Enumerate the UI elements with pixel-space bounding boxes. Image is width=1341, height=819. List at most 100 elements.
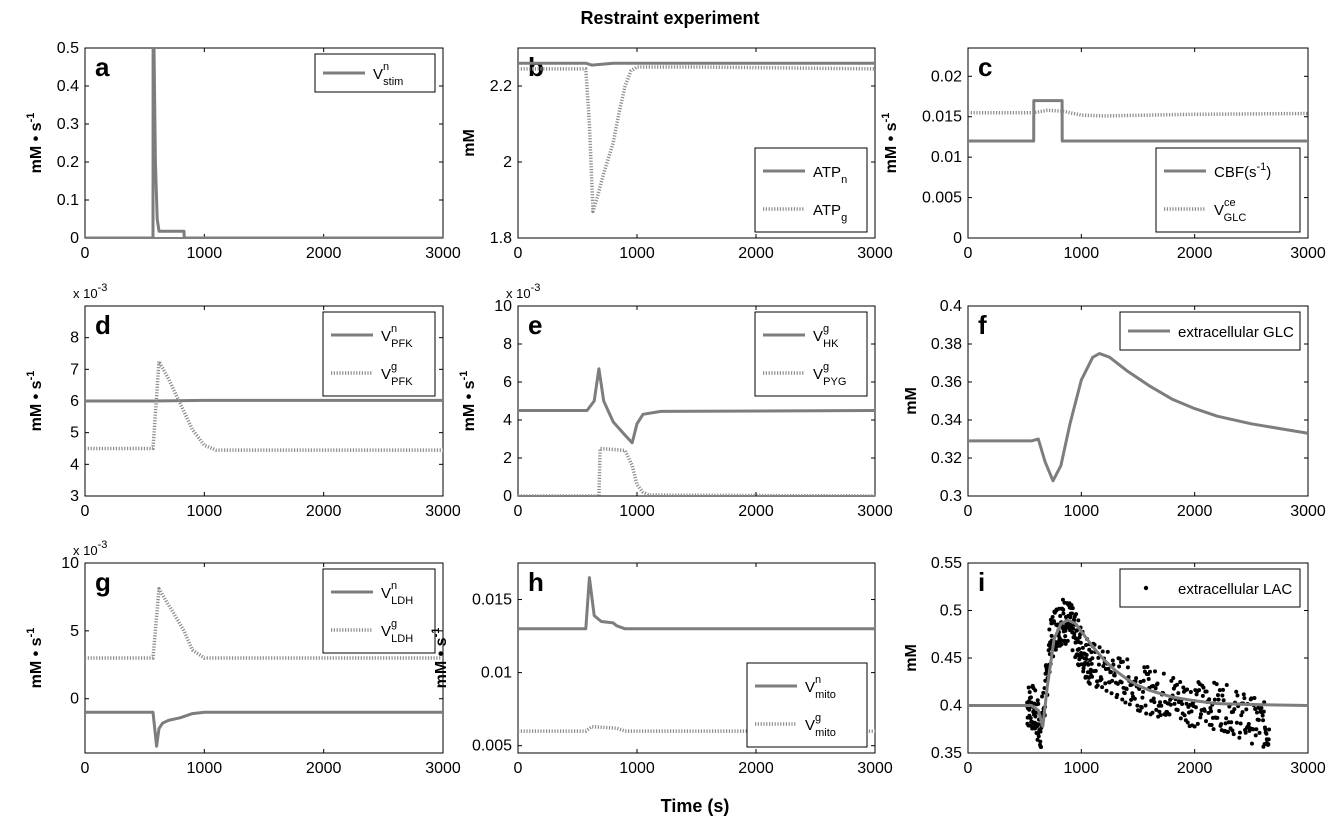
panel-f: 0 1000 2000 3000 0.3 0.32 0.34 0.36 0.38 0.4 mM f ex… bbox=[903, 298, 1326, 520]
data-point bbox=[1137, 708, 1142, 713]
x-tick-label: 3000 bbox=[425, 245, 461, 262]
data-point bbox=[1153, 669, 1157, 674]
legend-text: ) bbox=[1266, 164, 1271, 181]
data-point bbox=[1198, 712, 1203, 717]
data-point bbox=[1065, 638, 1070, 643]
legend-sub: n bbox=[841, 174, 847, 186]
legend-text: V bbox=[373, 66, 383, 83]
x-tick-label: 2000 bbox=[738, 760, 774, 777]
legend-sup: g bbox=[391, 618, 397, 630]
data-point bbox=[1060, 597, 1065, 602]
data-point bbox=[1204, 719, 1208, 724]
data-point bbox=[1159, 703, 1164, 708]
data-point bbox=[1195, 721, 1200, 726]
panel-letter: b bbox=[528, 52, 544, 82]
data-point bbox=[1039, 745, 1044, 750]
data-point bbox=[1216, 697, 1221, 702]
data-point bbox=[1120, 697, 1125, 702]
data-point bbox=[1074, 628, 1079, 633]
legend: extracellular GLC bbox=[1119, 311, 1301, 351]
legend-text: ATP bbox=[813, 164, 841, 181]
legend-label: CBF(s-1) bbox=[1214, 161, 1271, 181]
y-axis-label: mM bbox=[903, 644, 920, 672]
data-point bbox=[1266, 742, 1271, 747]
x-tick-label: 1000 bbox=[187, 760, 223, 777]
data-point bbox=[1221, 687, 1225, 692]
data-point bbox=[1150, 710, 1155, 715]
legend-label: Vg mito bbox=[805, 712, 836, 739]
data-point bbox=[1246, 722, 1251, 727]
y-tick-label: 0.1 bbox=[57, 192, 79, 209]
data-point bbox=[1035, 698, 1040, 703]
data-point bbox=[1267, 727, 1272, 732]
data-point bbox=[1127, 702, 1132, 707]
legend: Vn stim bbox=[314, 53, 436, 93]
series-group bbox=[968, 597, 1308, 750]
data-point bbox=[1184, 701, 1189, 706]
data-point bbox=[1049, 633, 1054, 638]
data-point bbox=[1178, 716, 1183, 721]
data-point bbox=[1235, 693, 1240, 698]
data-point bbox=[1063, 634, 1068, 639]
data-point bbox=[1093, 668, 1098, 673]
data-point bbox=[1231, 732, 1236, 737]
x-tick-label: 1000 bbox=[1064, 760, 1100, 777]
data-point bbox=[1241, 692, 1246, 697]
data-point bbox=[1192, 724, 1197, 729]
series-group bbox=[85, 359, 443, 452]
data-point bbox=[1081, 669, 1086, 674]
data-point bbox=[1084, 652, 1089, 657]
x-tick-label: 3000 bbox=[1290, 760, 1326, 777]
legend-label: Vn LDH bbox=[381, 580, 413, 607]
data-point bbox=[1146, 677, 1151, 682]
data-point bbox=[1234, 689, 1239, 694]
data-point bbox=[1095, 683, 1100, 688]
legend-box bbox=[754, 147, 868, 233]
data-point bbox=[1238, 721, 1243, 726]
data-point bbox=[1207, 697, 1212, 702]
data-point bbox=[1239, 713, 1244, 718]
legend-sub: LDH bbox=[391, 633, 413, 645]
data-point bbox=[1073, 640, 1078, 645]
x-tick-label: 0 bbox=[514, 760, 523, 777]
legend-text: V bbox=[381, 585, 391, 602]
data-point bbox=[1189, 709, 1194, 714]
data-point bbox=[1084, 657, 1089, 662]
series-line-e-0 bbox=[518, 367, 875, 445]
legend-sup: n bbox=[391, 323, 397, 335]
data-point bbox=[1237, 735, 1242, 740]
x-tick-label: 1000 bbox=[1064, 245, 1100, 262]
series-line-f-0 bbox=[968, 352, 1308, 483]
legend-label: extracellular LAC bbox=[1178, 581, 1292, 598]
data-point bbox=[1078, 640, 1083, 645]
legend-sub: PYG bbox=[823, 376, 846, 388]
y-tick-label: 0 bbox=[953, 230, 962, 247]
data-point bbox=[1172, 701, 1177, 706]
y-axis-label: mM bbox=[461, 129, 478, 157]
data-point bbox=[1097, 645, 1102, 650]
data-point bbox=[1264, 731, 1269, 736]
legend-label: Vg PFK bbox=[381, 361, 413, 388]
y-tick-label: 0.02 bbox=[931, 68, 962, 85]
y-tick-label: 0.55 bbox=[931, 555, 962, 572]
x-tick-label: 0 bbox=[514, 503, 523, 520]
legend-text: V bbox=[813, 328, 823, 345]
data-point bbox=[1061, 611, 1066, 616]
axis-exponent: x 10-3 bbox=[506, 282, 540, 301]
y-axis-label: mM • s-1 bbox=[25, 628, 45, 689]
data-point bbox=[1171, 675, 1176, 680]
data-point bbox=[1038, 739, 1043, 744]
legend-sup: g bbox=[815, 712, 821, 724]
data-point bbox=[1096, 655, 1101, 660]
data-point bbox=[1026, 685, 1031, 690]
data-point bbox=[1140, 695, 1145, 700]
y-tick-label: 0.01 bbox=[931, 149, 962, 166]
y-tick-label: 0.4 bbox=[940, 298, 962, 315]
data-point bbox=[1086, 662, 1091, 667]
data-point bbox=[1176, 691, 1181, 696]
data-point bbox=[1036, 734, 1041, 739]
data-point bbox=[1266, 737, 1271, 742]
x-tick-label: 2000 bbox=[1177, 503, 1213, 520]
axis-exponent: x 10-3 bbox=[73, 539, 107, 558]
series-line-b-0 bbox=[518, 61, 875, 67]
